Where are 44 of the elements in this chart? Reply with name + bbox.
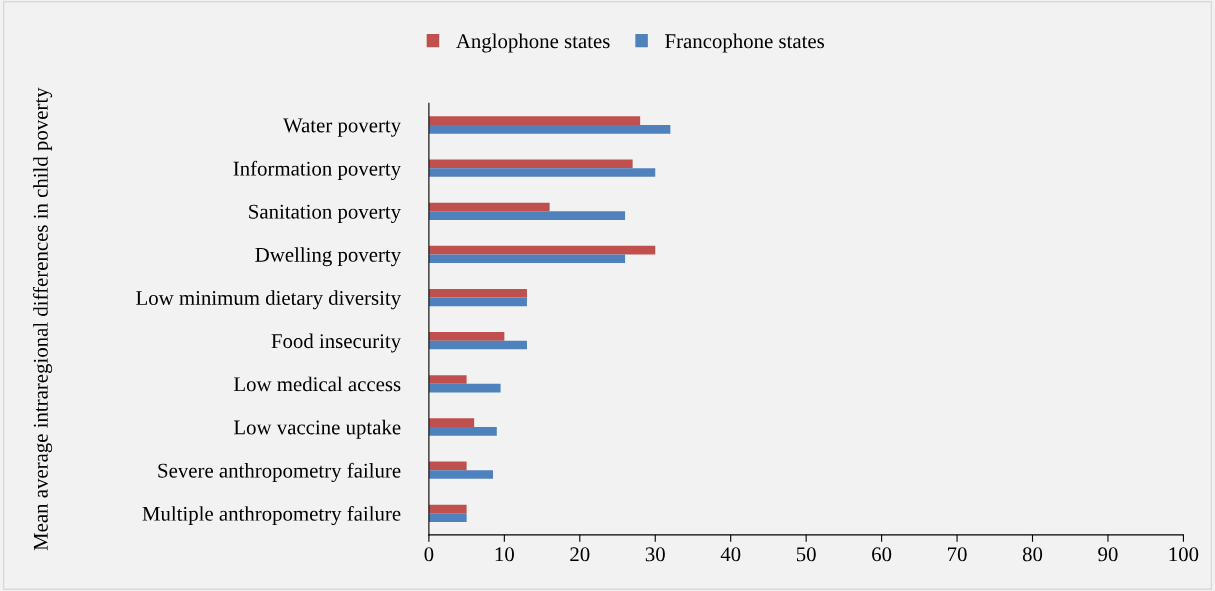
legend-label: Francophone states [665, 33, 825, 53]
bar [428, 461, 467, 471]
y-tick-label: Sanitation poverty [249, 204, 402, 223]
y-tick-label: Food insecurity [271, 333, 402, 353]
y-axis-title: Mean average intraregional differences in child poverty [32, 87, 53, 551]
legend-label: Anglophone states [456, 33, 610, 53]
bar [428, 168, 656, 177]
x-tick-label: 0 [424, 547, 434, 562]
y-tick-label: Multiple anthropometry failure [142, 505, 401, 526]
bar [428, 254, 626, 264]
y-tick-label: Low minimum dietary diversity [136, 290, 402, 310]
x-tick-label: 30 [645, 547, 665, 562]
x-tick-label: 100 [1169, 547, 1199, 562]
y-tick-label: Low medical access [233, 376, 401, 392]
x-tick-label: 10 [495, 547, 514, 562]
bar [428, 288, 527, 298]
bar [428, 513, 467, 522]
y-tick-label: Dwelling poverty [255, 247, 402, 267]
bar [428, 383, 501, 393]
y-tick-label: Information poverty [233, 160, 402, 180]
bar [428, 375, 467, 384]
bar [428, 470, 494, 479]
x-tick-label: 70 [948, 547, 967, 562]
bar [428, 116, 641, 125]
y-tick-label: Water poverty [283, 118, 402, 137]
bar [428, 297, 527, 307]
bar [428, 211, 626, 220]
bar [428, 125, 671, 134]
bar [428, 504, 467, 514]
x-tick-label: 40 [720, 547, 741, 562]
x-tick-label: 50 [796, 547, 816, 562]
x-tick-label: 80 [1022, 547, 1043, 562]
x-tick-label: 60 [872, 547, 892, 562]
bar [428, 202, 550, 212]
bar [428, 332, 505, 341]
bar [428, 418, 475, 427]
x-tick-label: 20 [570, 547, 590, 562]
y-tick-label: Low vaccine uptake [233, 419, 401, 439]
x-tick-label: 90 [1098, 547, 1118, 562]
bar [428, 159, 633, 169]
bar [428, 340, 527, 350]
bar [428, 427, 497, 436]
bar [428, 245, 656, 255]
y-tick-label: Severe anthropometry failure [158, 462, 401, 482]
